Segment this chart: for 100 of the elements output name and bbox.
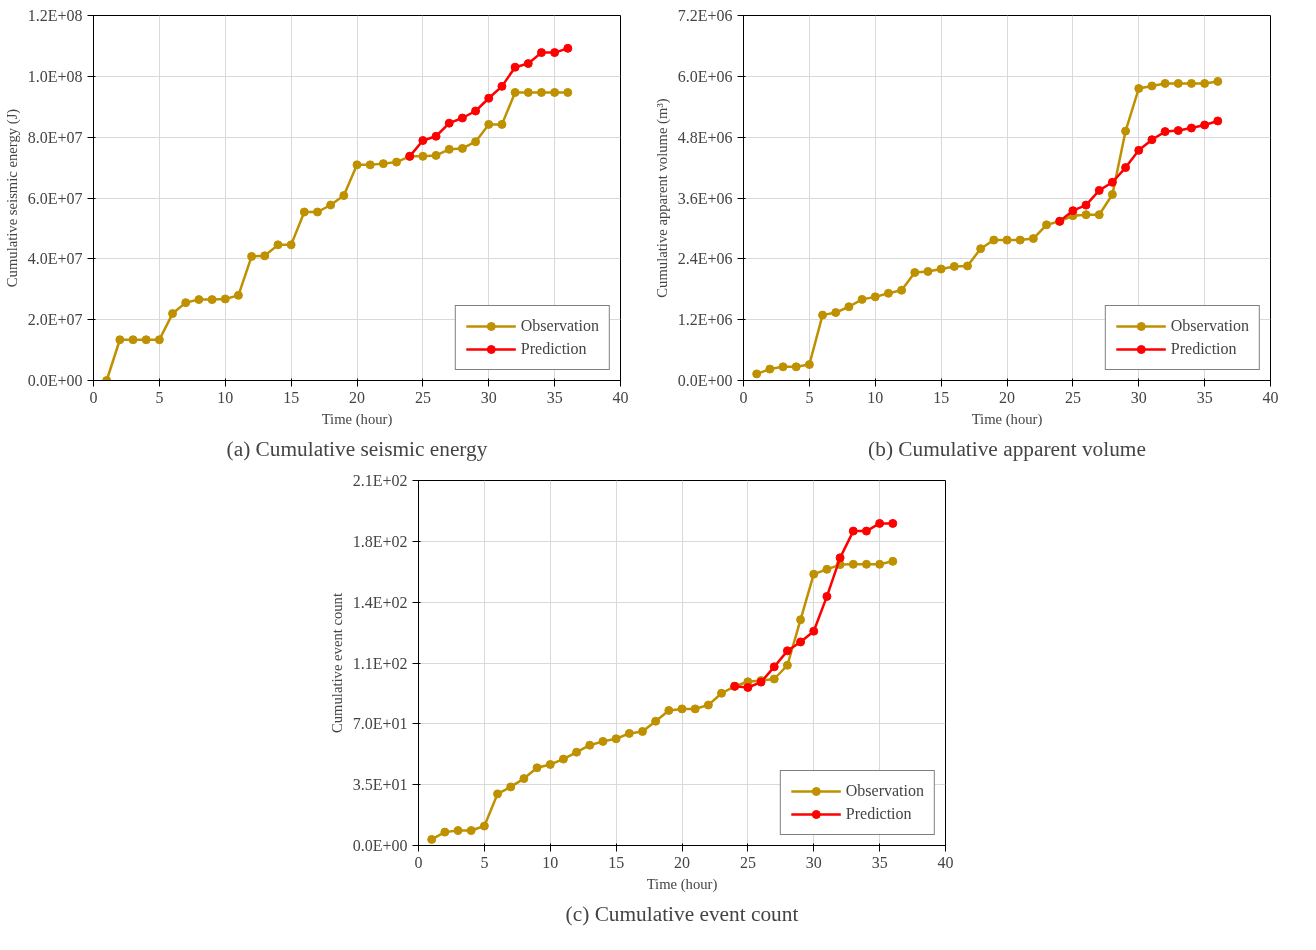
point xyxy=(1121,163,1131,173)
point xyxy=(883,288,893,298)
point xyxy=(418,151,428,161)
point xyxy=(440,827,450,837)
point xyxy=(1015,235,1025,245)
point xyxy=(1160,78,1170,88)
point xyxy=(563,87,573,97)
x-tick-label: 20 xyxy=(674,853,690,871)
point xyxy=(1147,81,1157,91)
point xyxy=(809,626,819,636)
point xyxy=(765,364,775,374)
y-tick-label: 2.0E+07 xyxy=(27,311,83,329)
y-tick-label: 3.6E+06 xyxy=(677,189,733,207)
point xyxy=(637,726,647,736)
point xyxy=(844,302,854,312)
point xyxy=(677,704,687,714)
x-tick-label: 5 xyxy=(480,853,489,871)
y-tick-label: 4.8E+06 xyxy=(677,128,733,146)
y-tick-label: 3.5E+01 xyxy=(352,776,408,794)
y-tick-label: 1.8E+02 xyxy=(352,532,408,550)
legend-label: Observation xyxy=(845,782,924,800)
point xyxy=(497,119,507,129)
x-tick-label: 20 xyxy=(999,388,1015,406)
x-tick-label: 0 xyxy=(89,388,98,406)
point xyxy=(545,760,555,769)
point xyxy=(457,113,467,123)
point xyxy=(1147,135,1157,145)
point xyxy=(1002,235,1012,245)
x-tick-label: 5 xyxy=(155,388,164,406)
point xyxy=(181,298,191,308)
y-tick-label: 1.1E+02 xyxy=(352,654,408,672)
point xyxy=(471,137,481,147)
point xyxy=(1173,78,1183,88)
x-axis-title: Time (hour) xyxy=(971,410,1043,428)
y-tick-label: 6.0E+07 xyxy=(27,189,83,207)
x-tick-label: 40 xyxy=(937,853,954,871)
x-tick-label: 35 xyxy=(546,388,563,406)
point xyxy=(778,362,788,372)
text: (b) Cumulative apparent volume xyxy=(868,436,1146,461)
point xyxy=(1213,116,1223,126)
point xyxy=(1094,185,1104,195)
point xyxy=(550,87,560,97)
x-tick-label: 0 xyxy=(739,388,748,406)
point xyxy=(536,87,546,97)
x-tick-label: 20 xyxy=(349,388,365,406)
point xyxy=(897,285,907,295)
point xyxy=(312,207,322,217)
point xyxy=(875,518,885,528)
point xyxy=(857,294,867,304)
point xyxy=(870,292,880,302)
point xyxy=(444,118,454,128)
point xyxy=(822,591,832,601)
point xyxy=(1107,189,1117,199)
point xyxy=(796,615,806,625)
point xyxy=(831,308,841,318)
y-tick-label: 8.0E+07 xyxy=(27,128,83,146)
point xyxy=(818,310,828,320)
point xyxy=(910,268,920,278)
point xyxy=(743,683,753,692)
text: (c) Cumulative event count xyxy=(565,901,799,926)
point xyxy=(154,335,164,345)
x-tick-label: 15 xyxy=(608,853,625,871)
point xyxy=(1160,127,1170,137)
y-tick-label: 1.2E+08 xyxy=(27,7,83,24)
x-tick-label: 15 xyxy=(283,388,300,406)
point xyxy=(444,144,454,154)
x-tick-label: 30 xyxy=(805,853,822,871)
point xyxy=(1042,220,1052,230)
point xyxy=(1173,126,1183,136)
point xyxy=(835,553,845,563)
point xyxy=(273,240,283,250)
point xyxy=(703,700,713,710)
y-tick-label: 0.0E+00 xyxy=(677,372,733,389)
point xyxy=(299,207,309,217)
point xyxy=(804,360,814,370)
point xyxy=(717,688,727,698)
point xyxy=(861,559,871,569)
y-tick-label: 1.4E+02 xyxy=(352,593,408,611)
point xyxy=(115,335,125,345)
point xyxy=(848,559,858,569)
y-tick-label: 7.2E+06 xyxy=(677,7,733,24)
point xyxy=(976,244,986,254)
point xyxy=(523,59,533,69)
point xyxy=(247,251,257,261)
point xyxy=(1028,234,1038,244)
point xyxy=(427,834,437,844)
x-tick-label: 40 xyxy=(612,388,629,406)
point xyxy=(1081,210,1091,220)
point xyxy=(769,662,779,672)
x-tick-label: 10 xyxy=(542,853,559,871)
point xyxy=(497,81,507,91)
point xyxy=(585,740,595,750)
x-tick-label: 40 xyxy=(1262,388,1279,406)
point xyxy=(888,518,898,528)
point xyxy=(875,559,885,569)
point xyxy=(431,150,441,160)
point xyxy=(339,191,349,201)
point xyxy=(651,716,661,726)
point xyxy=(484,93,494,103)
y-tick-label: 6.0E+06 xyxy=(677,67,733,85)
